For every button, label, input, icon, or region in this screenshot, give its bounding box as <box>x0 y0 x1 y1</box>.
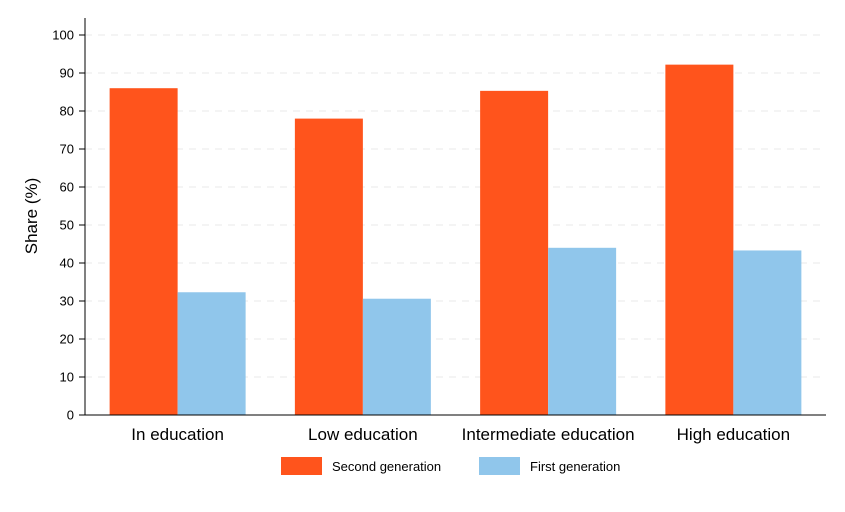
y-tick-label: 30 <box>60 294 74 309</box>
x-tick-label: Low education <box>308 425 418 444</box>
y-tick-label: 0 <box>67 408 74 423</box>
y-tick-label: 50 <box>60 218 74 233</box>
y-ticks: 0 10 20 30 40 50 60 70 80 90 100 <box>52 28 85 423</box>
axes <box>84 18 826 416</box>
y-tick-label: 80 <box>60 104 74 119</box>
legend-label-first-generation: First generation <box>530 459 620 474</box>
legend-swatch-second-generation <box>281 457 322 475</box>
y-tick-label: 70 <box>60 142 74 157</box>
y-tick-label: 10 <box>60 370 74 385</box>
y-axis-label: Share (%) <box>22 178 41 255</box>
y-tick-label: 60 <box>60 180 74 195</box>
y-tick-label: 40 <box>60 256 74 271</box>
legend: Second generation First generation <box>281 457 620 475</box>
bar-second-generation <box>294 118 363 415</box>
x-tick-label: Intermediate education <box>462 425 635 444</box>
bar-first-generation <box>362 298 431 415</box>
legend-label-second-generation: Second generation <box>332 459 441 474</box>
y-tick-label: 100 <box>52 28 74 43</box>
bar-first-generation <box>548 247 617 415</box>
bar-second-generation <box>109 88 178 415</box>
y-tick-label: 90 <box>60 66 74 81</box>
bar-first-generation <box>733 250 802 415</box>
x-tick-label: High education <box>677 425 790 444</box>
x-tick-label: In education <box>131 425 224 444</box>
x-ticks: In education Low education Intermediate ed… <box>131 425 790 444</box>
y-tick-label: 20 <box>60 332 74 347</box>
bars <box>109 64 802 416</box>
bar-first-generation <box>177 292 246 415</box>
bar-second-generation <box>480 90 549 416</box>
bar-second-generation <box>665 64 734 415</box>
legend-swatch-first-generation <box>479 457 520 475</box>
